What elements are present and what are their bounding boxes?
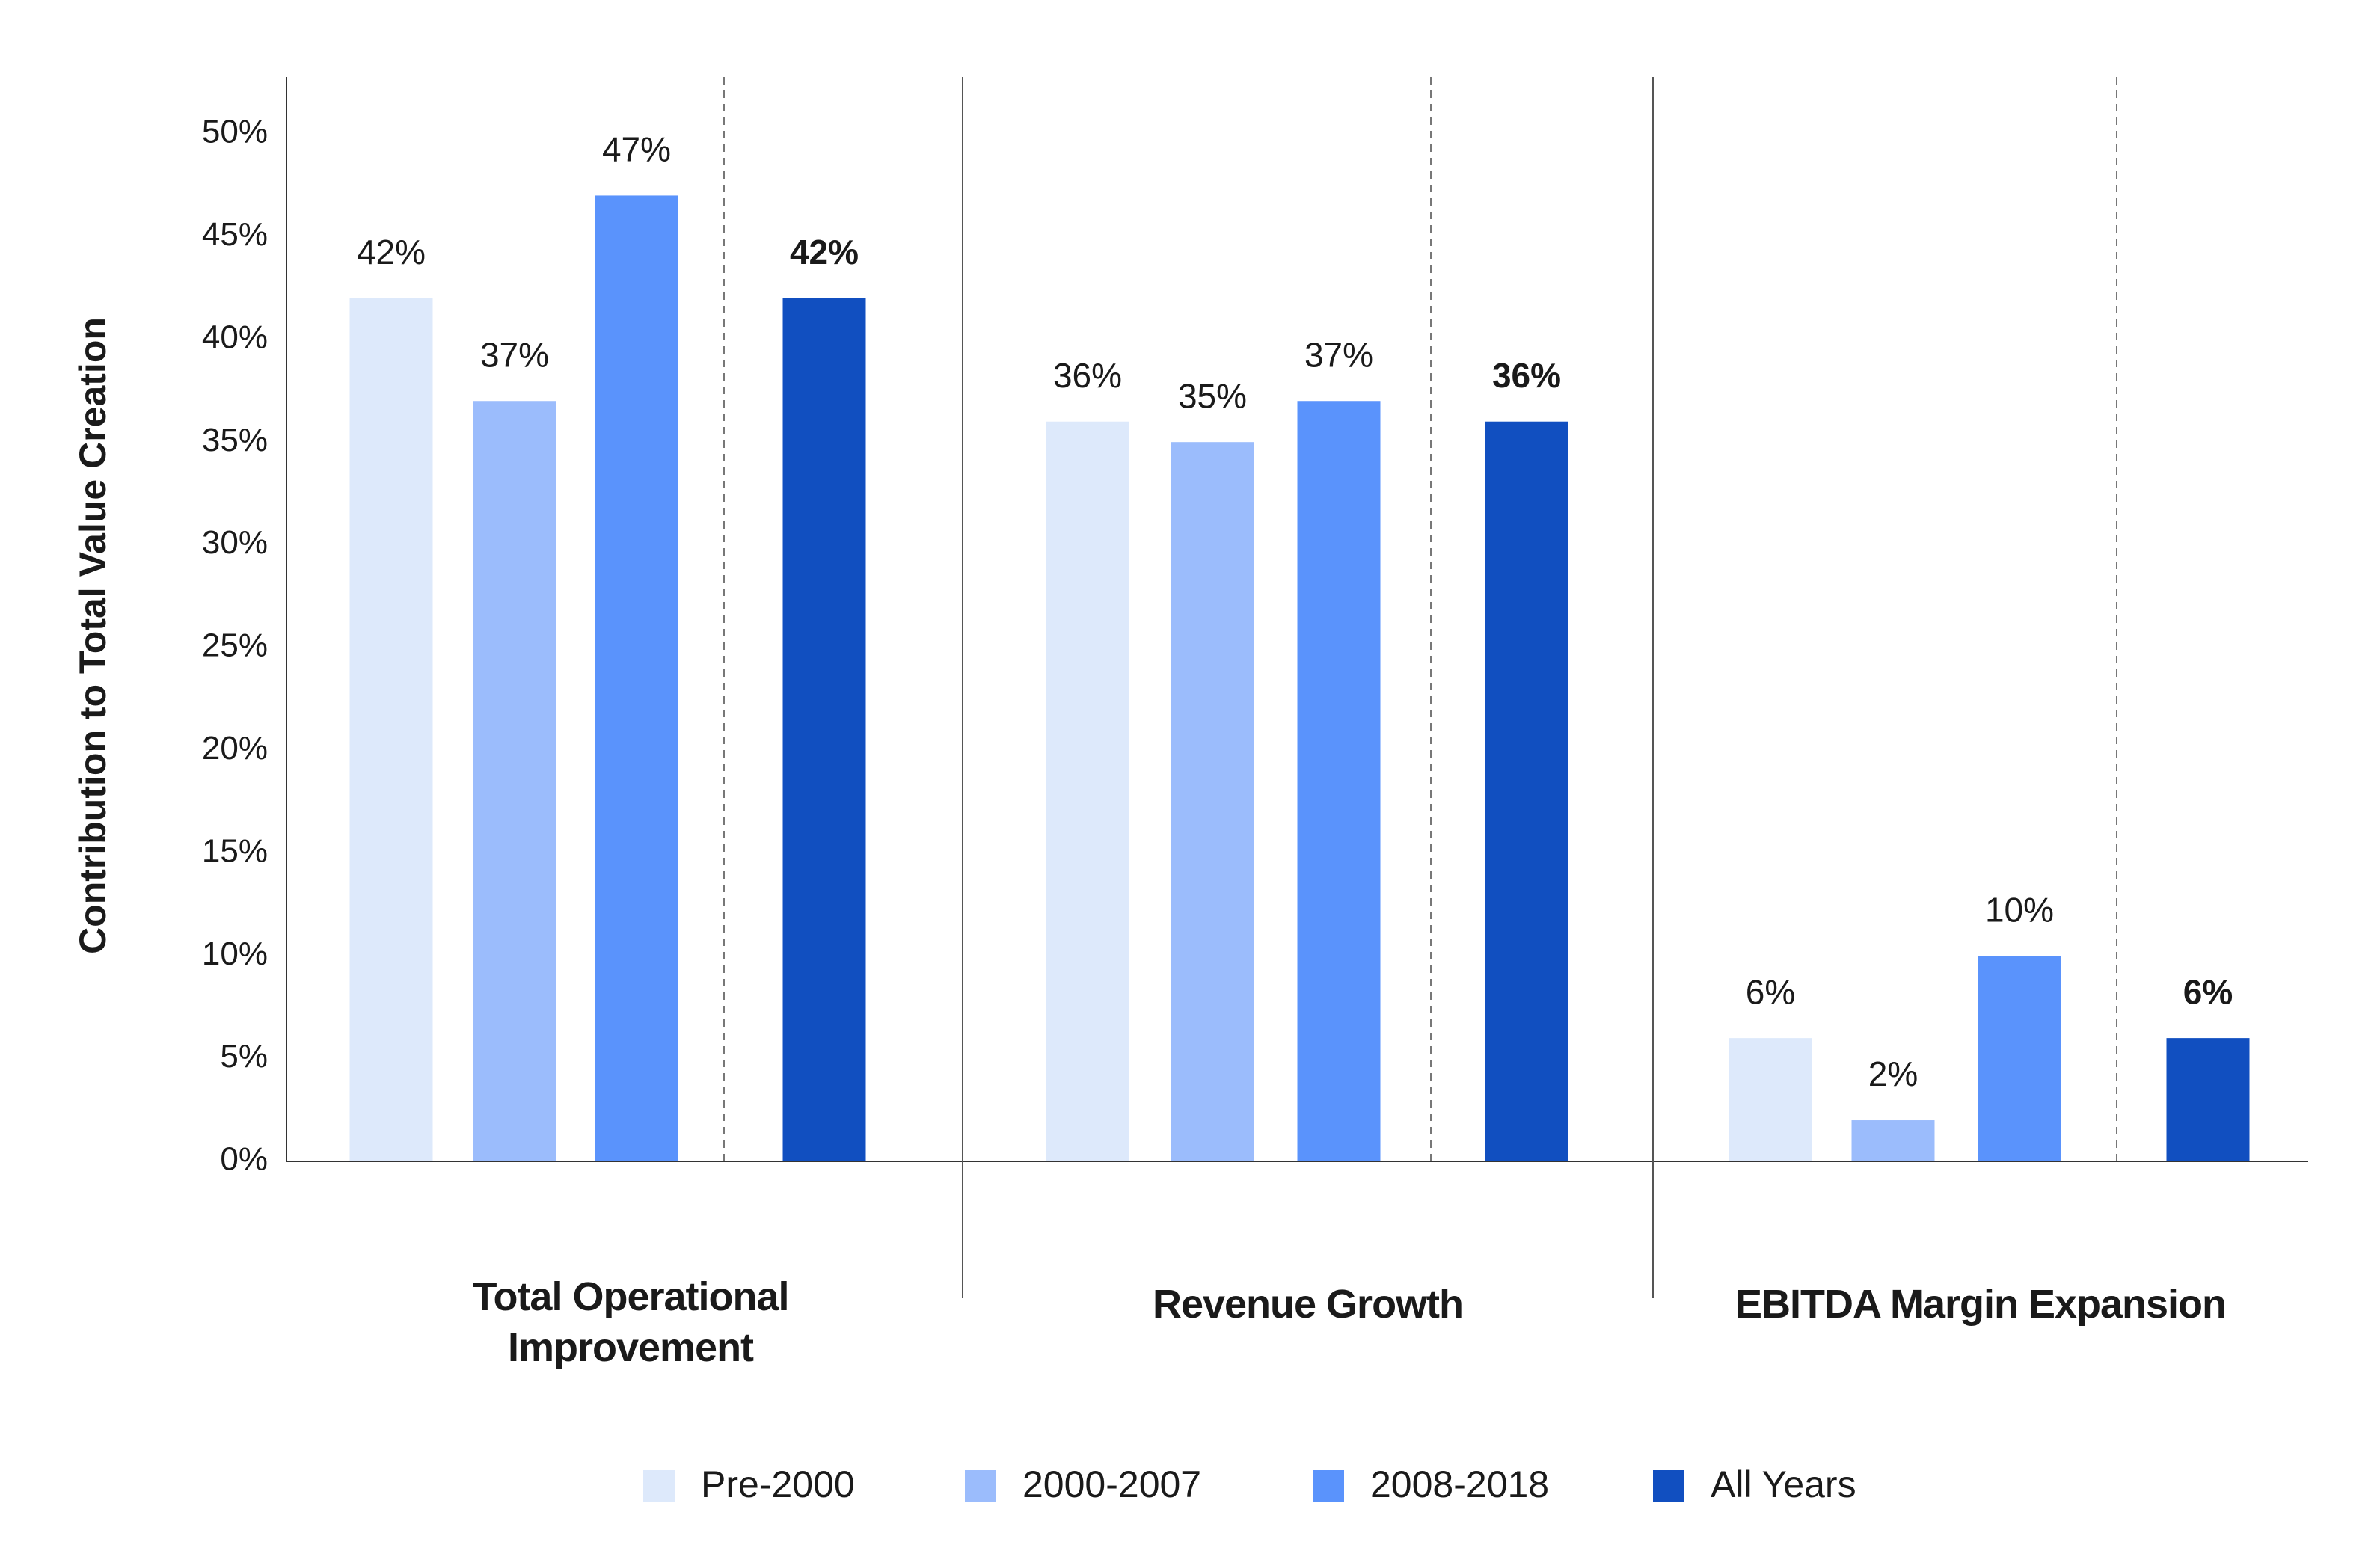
category-label: Total Operational Improvement [472,1274,789,1370]
y-tick-label: 50% [202,114,268,150]
legend-label: All Years [1711,1464,1856,1505]
data-label: 36% [1053,356,1122,395]
data-label: 37% [480,335,549,374]
bar [2166,1038,2250,1161]
y-tick-label: 20% [202,730,268,767]
bar [1485,421,1568,1161]
data-label: 37% [1304,335,1373,374]
data-label: 42% [790,233,859,271]
y-tick-label: 35% [202,422,268,458]
data-label: 42% [357,233,426,271]
bar [473,401,556,1161]
data-label: 6% [2183,972,2233,1011]
y-tick-label: 40% [202,319,268,355]
bar [1978,956,2061,1161]
bar [1171,442,1254,1161]
legend-label: 2000-2007 [1022,1464,1201,1505]
y-tick-label: 45% [202,216,268,253]
data-label: 35% [1178,376,1247,415]
legend-swatch [1313,1470,1344,1502]
legend-label: 2008-2018 [1370,1464,1549,1505]
category-label: Revenue Growth [1152,1282,1464,1327]
bar [1297,401,1381,1161]
legend-swatch [643,1470,675,1502]
y-tick-label: 25% [202,627,268,664]
y-tick-label: 15% [202,832,268,869]
legend-swatch [965,1470,996,1502]
data-label: 6% [1746,972,1795,1011]
legend-swatch [1653,1470,1684,1502]
category-label: EBITDA Margin Expansion [1735,1282,2227,1327]
bar [595,195,678,1162]
bar [1046,421,1129,1161]
y-tick-label: 30% [202,524,268,561]
y-tick-label: 10% [202,936,268,972]
bar [782,298,866,1162]
legend-label: Pre-2000 [701,1464,855,1505]
y-tick-label: 0% [220,1141,268,1178]
y-axis-title: Contribution to Total Value Creation [72,317,114,954]
data-label: 2% [1868,1054,1918,1093]
y-tick-label: 5% [220,1038,268,1075]
bar [1851,1120,1935,1161]
data-label: 10% [1985,890,2054,929]
bar [349,298,433,1162]
data-label: 36% [1492,356,1561,395]
bar [1729,1038,1812,1161]
data-label: 47% [602,130,671,169]
